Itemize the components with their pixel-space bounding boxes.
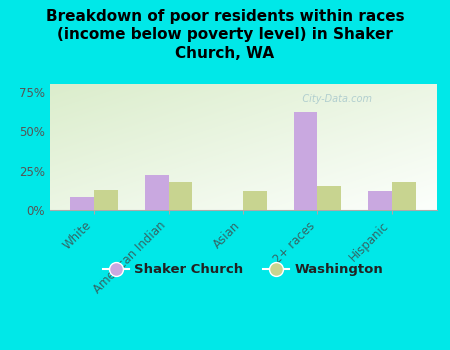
Text: City-Data.com: City-Data.com <box>292 94 372 104</box>
Bar <box>392 182 416 210</box>
Bar <box>94 190 118 210</box>
Bar <box>317 186 341 210</box>
Bar <box>293 112 317 210</box>
Bar <box>368 191 392 210</box>
Bar <box>169 182 193 210</box>
Bar <box>70 197 94 210</box>
Bar <box>243 191 267 210</box>
Legend: Shaker Church, Washington: Shaker Church, Washington <box>97 258 389 281</box>
Text: Breakdown of poor residents within races
(income below poverty level) in Shaker
: Breakdown of poor residents within races… <box>46 9 404 61</box>
Bar <box>145 175 169 210</box>
